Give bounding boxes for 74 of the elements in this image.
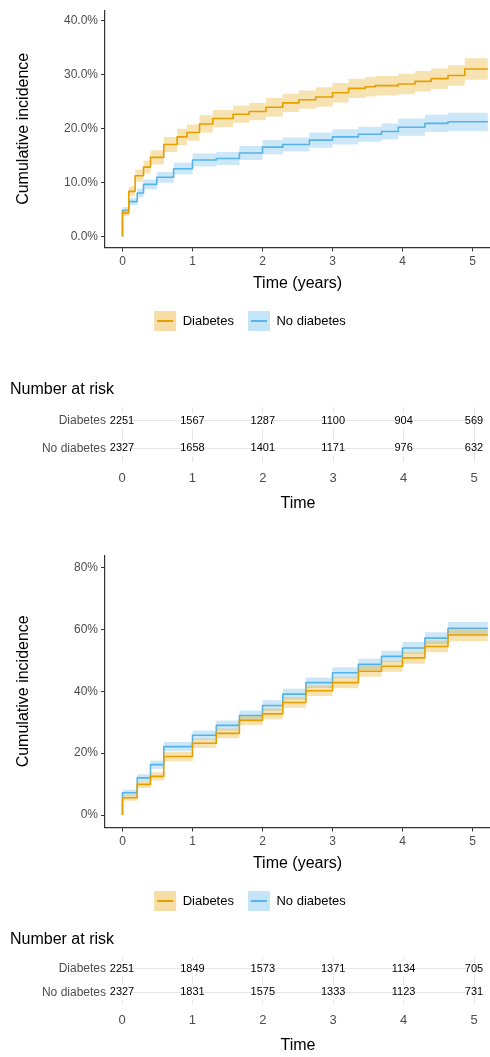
x-tick-label: 5: [469, 833, 477, 848]
x-tick-label: 4: [399, 1011, 408, 1027]
x-tick-label: 2: [259, 833, 267, 848]
y-axis-title: Cumulative incidence: [14, 615, 32, 768]
x-tick-label: 2: [259, 1011, 267, 1027]
y-tick-label: 80%: [73, 559, 99, 574]
x-tick-label: 5: [470, 469, 478, 485]
y-tick-label: No diabetes: [41, 984, 106, 999]
legend-label: No diabetes: [276, 892, 347, 908]
data-label: 1371: [320, 961, 346, 974]
y-tick-label: 10.0%: [63, 175, 99, 190]
y-tick-label: No diabetes: [41, 440, 106, 455]
y-tick-label: 0.0%: [70, 228, 99, 243]
x-axis-title: Time (years): [252, 853, 343, 871]
y-tick-label: 40%: [73, 683, 99, 698]
x-tick-label: 0: [119, 253, 127, 268]
data-label: 569: [464, 413, 484, 426]
data-label: 1831: [180, 985, 205, 998]
x-tick-label: 5: [470, 1011, 478, 1027]
data-label: 1573: [250, 961, 276, 974]
data-label: 1575: [250, 985, 276, 998]
x-axis-title: Time (years): [252, 273, 343, 291]
x-tick-label: 3: [329, 1011, 337, 1027]
y-tick-label: Diabetes: [58, 413, 106, 428]
legend-label: No diabetes: [276, 312, 347, 328]
y-tick-label: 30.0%: [63, 67, 99, 82]
data-label: 1134: [391, 961, 416, 974]
x-axis-title: Time: [280, 493, 316, 511]
data-label: 976: [394, 441, 413, 454]
data-label: 1123: [391, 985, 416, 998]
x-tick-label: 3: [329, 253, 337, 268]
x-tick-label: 3: [329, 833, 337, 848]
x-tick-label: 3: [329, 469, 337, 485]
data-label: 1333: [320, 985, 346, 998]
y-tick-label: 0%: [80, 807, 99, 822]
data-label: 1849: [180, 961, 205, 974]
data-label: 1658: [180, 441, 205, 454]
data-label: 1401: [250, 441, 276, 454]
x-tick-label: 0: [118, 1011, 126, 1027]
x-tick-label: 1: [189, 253, 197, 268]
y-tick-label: 60%: [73, 621, 99, 636]
x-tick-label: 2: [259, 253, 267, 268]
legend-label: Diabetes: [182, 312, 235, 328]
legend-label: Diabetes: [182, 892, 235, 908]
data-label: 632: [464, 441, 484, 454]
x-axis-title: Time: [280, 1035, 316, 1053]
data-label: 1100: [321, 413, 346, 426]
chart-title: Number at risk: [10, 930, 116, 948]
y-tick-label: Diabetes: [58, 961, 106, 976]
y-tick-label: 20%: [73, 745, 99, 760]
y-tick-label: 40.0%: [63, 13, 99, 28]
data-label: 705: [464, 961, 484, 974]
x-tick-label: 4: [399, 469, 408, 485]
x-tick-label: 1: [189, 833, 197, 848]
x-tick-label: 1: [188, 469, 197, 485]
data-label: 1567: [180, 413, 205, 426]
y-tick-label: 20.0%: [63, 121, 99, 136]
x-tick-label: 1: [188, 1011, 197, 1027]
y-axis-title: Cumulative incidence: [14, 52, 32, 205]
x-tick-label: 0: [118, 469, 126, 485]
x-tick-label: 2: [259, 469, 267, 485]
data-label: 731: [464, 985, 484, 998]
x-tick-label: 5: [469, 253, 477, 268]
x-tick-label: 4: [399, 833, 407, 848]
data-label: 1287: [250, 413, 276, 426]
data-label: 2327: [109, 441, 135, 454]
data-label: 1171: [321, 441, 346, 454]
data-label: 2251: [109, 413, 135, 426]
x-tick-label: 0: [119, 833, 127, 848]
data-label: 2327: [109, 985, 135, 998]
data-label: 2251: [109, 961, 135, 974]
chart-title: Number at risk: [10, 380, 116, 398]
data-label: 904: [394, 413, 413, 426]
x-tick-label: 4: [399, 253, 407, 268]
